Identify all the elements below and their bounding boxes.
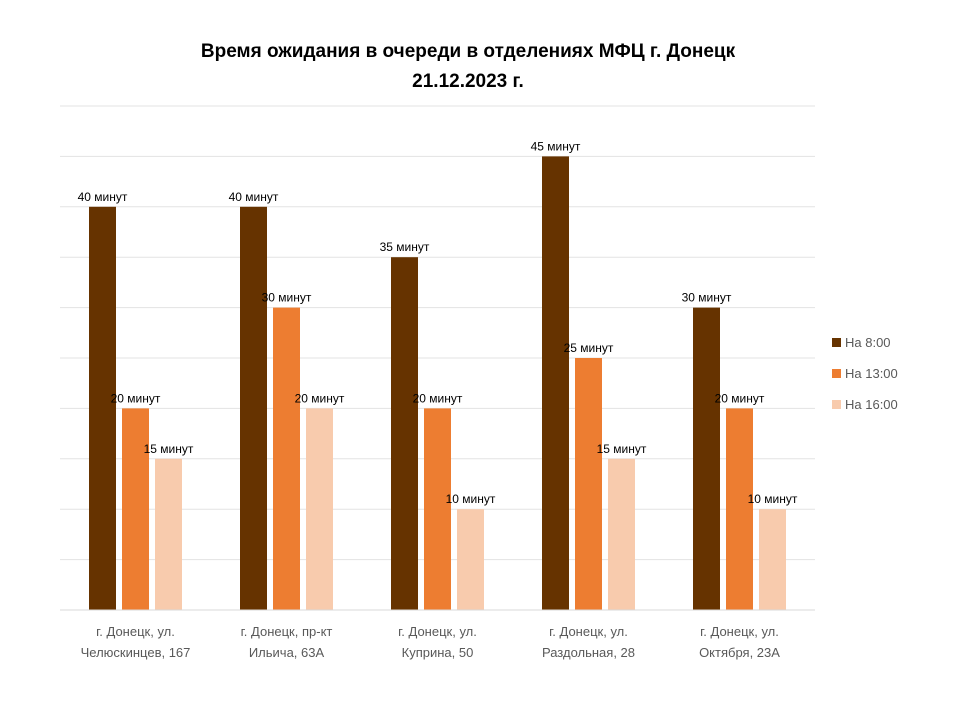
data-label: 45 минут: [531, 139, 581, 153]
category-label: Челюскинцев, 167: [81, 645, 191, 660]
bar: [122, 408, 149, 610]
gridlines: [60, 105, 815, 561]
legend-swatch: [832, 400, 841, 409]
category-label: Раздольная, 28: [542, 645, 635, 660]
bar: [457, 509, 484, 610]
category-label: г. Донецк, ул.: [700, 624, 779, 639]
legend: На 8:00 На 13:00 На 16:00: [832, 335, 898, 412]
legend-label: На 16:00: [845, 397, 898, 412]
bar: [273, 307, 300, 610]
bar: [726, 408, 753, 610]
category-label: г. Донецк, ул.: [96, 624, 175, 639]
bar: [759, 509, 786, 610]
data-label: 25 минут: [564, 341, 614, 355]
data-label: 40 минут: [229, 190, 279, 204]
data-label: 20 минут: [295, 391, 345, 405]
data-label: 35 минут: [380, 240, 430, 254]
chart-title: Время ожидания в очереди в отделениях МФ…: [201, 41, 736, 92]
chart-title-line-2: 21.12.2023 г.: [412, 71, 524, 92]
data-label: 30 минут: [262, 291, 312, 305]
bar: [693, 307, 720, 610]
category-label: Октября, 23А: [699, 645, 780, 660]
legend-swatch: [832, 338, 841, 347]
data-label: 15 минут: [144, 442, 194, 456]
bar: [575, 358, 602, 610]
legend-label: На 8:00: [845, 335, 891, 350]
data-label: 20 минут: [111, 391, 161, 405]
legend-label: На 13:00: [845, 366, 898, 381]
bar: [391, 257, 418, 610]
bars: [89, 156, 786, 611]
category-labels: г. Донецк, ул. Челюскинцев, 167 г. Донецк,…: [81, 624, 781, 660]
data-label: 20 минут: [413, 391, 463, 405]
category-label: г. Донецк, ул.: [549, 624, 628, 639]
data-label: 30 минут: [682, 291, 732, 305]
chart-title-line-1: Время ожидания в очереди в отделениях МФ…: [201, 41, 736, 62]
data-labels: 40 минут 20 минут 15 минут 40 минут 30 минут…: [78, 139, 798, 506]
legend-swatch: [832, 369, 841, 378]
data-label: 40 минут: [78, 190, 128, 204]
bar: [306, 408, 333, 610]
bar: [424, 408, 451, 610]
category-label: Ильича, 63А: [249, 645, 325, 660]
data-label: 15 минут: [597, 442, 647, 456]
bar: [89, 206, 116, 611]
bar: [155, 458, 182, 610]
bar: [608, 458, 635, 610]
data-label: 10 минут: [748, 492, 798, 506]
bar: [542, 156, 569, 610]
data-label: 10 минут: [446, 492, 496, 506]
data-label: 20 минут: [715, 391, 765, 405]
category-label: Куприна, 50: [402, 645, 474, 660]
bar: [240, 206, 267, 611]
category-label: г. Донецк, ул.: [398, 624, 477, 639]
category-label: г. Донецк, пр-кт: [241, 624, 333, 639]
